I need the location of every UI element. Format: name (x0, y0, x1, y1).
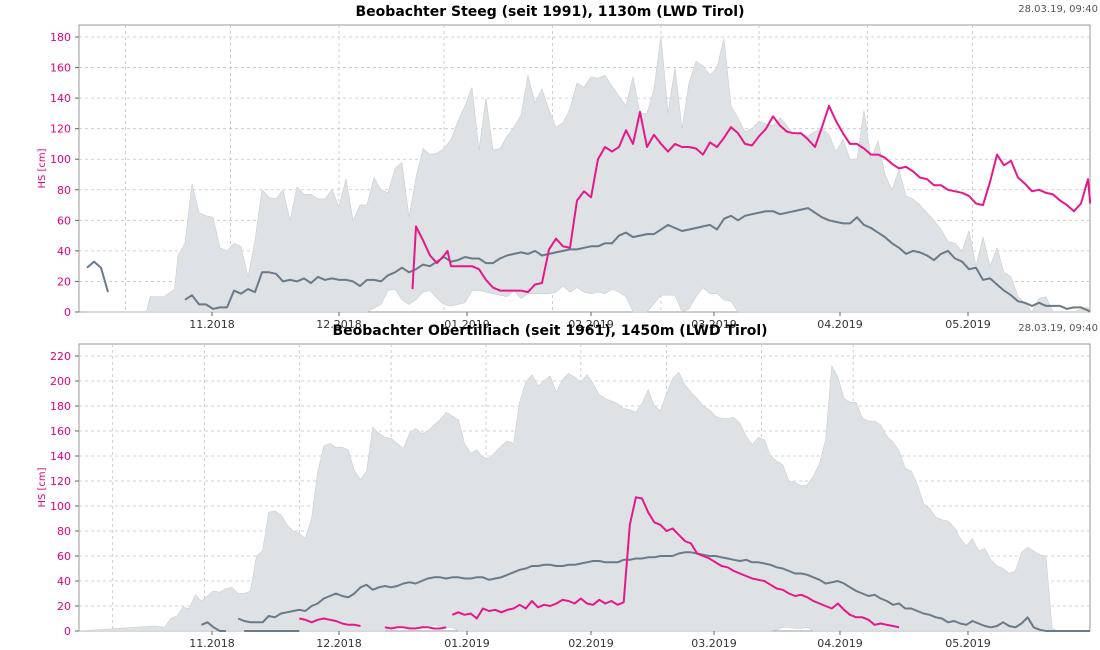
timestamp-label: 28.03.19, 09:40 (1018, 323, 1098, 334)
x-tick-label: 03.2019 (691, 318, 737, 331)
y-tick-label: 20 (57, 600, 71, 613)
x-tick-label: 01.2019 (444, 318, 490, 331)
chart-panel-1: 0 20 40 60 80 100 120 140 160 180 11.2018 12.2018 01… (37, 4, 1098, 331)
x-tick-label: 04.2019 (817, 318, 863, 331)
x-tick-label: 05.2019 (945, 318, 991, 331)
chart-panel-2: 0 20 40 60 80 100 120 140 160 180 200 220 11.2018 12.… (37, 323, 1098, 650)
series-line-current (411, 104, 1091, 294)
x-tick-label: 12.2018 (316, 637, 362, 650)
chart-title: Beobachter Steeg (seit 1991), 1130m (LWD… (356, 4, 745, 20)
y-tick-label: 180 (50, 31, 71, 44)
y-tick-label: 220 (50, 350, 71, 363)
range-band (87, 35, 1091, 313)
y-axis-label: HS [cm] (37, 467, 48, 507)
range-band (78, 364, 1059, 632)
y-tick-label: 80 (57, 184, 71, 197)
x-tick-label: 05.2019 (945, 637, 991, 650)
y-tick-label: 100 (50, 500, 71, 513)
y-tick-label: 140 (50, 450, 71, 463)
y-tick-label: 40 (57, 575, 71, 588)
y-tick-label: 160 (50, 62, 71, 75)
x-tick-label: 02.2019 (568, 637, 614, 650)
y-tick-label: 200 (50, 375, 71, 388)
x-tick-label: 02.2019 (568, 318, 614, 331)
x-tick-label: 03.2019 (691, 637, 737, 650)
series-line-median (201, 551, 1090, 632)
y-tick-label: 180 (50, 400, 71, 413)
chart-title: Beobachter Obertilliach (seit 1961), 145… (332, 323, 767, 339)
y-tick-label: 120 (50, 123, 71, 136)
x-tick-label: 01.2019 (444, 637, 490, 650)
series-line-current (299, 496, 900, 630)
y-tick-label: 100 (50, 153, 71, 166)
x-tick-label: 11.2018 (189, 637, 235, 650)
x-tick-label: 12.2018 (316, 318, 362, 331)
y-tick-label: 60 (57, 550, 71, 563)
series-line-median (86, 207, 1091, 313)
y-tick-label: 60 (57, 214, 71, 227)
x-tick-label: 11.2018 (189, 318, 235, 331)
y-tick-label: 140 (50, 92, 71, 105)
y-axis-label: HS [cm] (37, 148, 48, 188)
y-tick-label: 40 (57, 245, 71, 258)
y-tick-label: 160 (50, 425, 71, 438)
y-tick-label: 120 (50, 475, 71, 488)
y-tick-label: 80 (57, 525, 71, 538)
timestamp-label: 28.03.19, 09:40 (1018, 4, 1098, 15)
y-tick-label: 20 (57, 275, 71, 288)
x-tick-label: 04.2019 (817, 637, 863, 650)
y-tick-label: 0 (64, 306, 71, 319)
y-tick-label: 0 (64, 625, 71, 638)
